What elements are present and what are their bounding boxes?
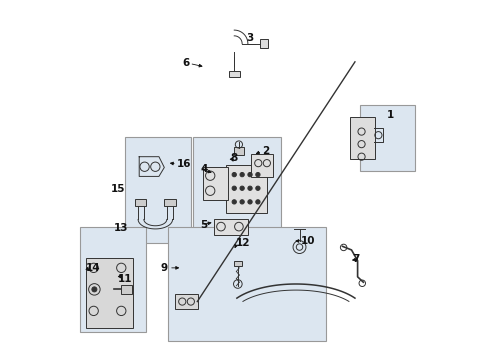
Circle shape — [92, 287, 97, 292]
Text: 8: 8 — [231, 153, 238, 163]
FancyBboxPatch shape — [135, 199, 146, 206]
FancyBboxPatch shape — [260, 40, 268, 48]
Text: 10: 10 — [300, 236, 315, 246]
Text: 4: 4 — [200, 164, 208, 174]
Text: 9: 9 — [161, 263, 168, 273]
FancyBboxPatch shape — [251, 154, 272, 177]
FancyBboxPatch shape — [203, 167, 228, 201]
Bar — [80, 226, 147, 332]
Circle shape — [256, 186, 260, 190]
Text: 1: 1 — [387, 111, 394, 121]
Text: 6: 6 — [182, 58, 190, 68]
Circle shape — [232, 172, 236, 177]
Text: 2: 2 — [262, 146, 270, 156]
Circle shape — [248, 186, 252, 190]
FancyBboxPatch shape — [234, 261, 242, 266]
Text: 16: 16 — [177, 159, 192, 169]
Circle shape — [256, 172, 260, 177]
Text: 15: 15 — [110, 184, 125, 194]
Circle shape — [240, 200, 245, 204]
FancyBboxPatch shape — [228, 71, 240, 77]
Bar — [193, 137, 281, 268]
Text: 11: 11 — [118, 274, 132, 284]
Circle shape — [248, 200, 252, 204]
FancyBboxPatch shape — [350, 117, 375, 159]
Bar — [360, 105, 416, 171]
Circle shape — [240, 172, 245, 177]
FancyBboxPatch shape — [164, 199, 176, 206]
Text: 12: 12 — [236, 238, 250, 248]
Text: 3: 3 — [247, 33, 254, 43]
Circle shape — [248, 172, 252, 177]
Bar — [168, 226, 326, 341]
FancyBboxPatch shape — [175, 294, 198, 309]
Text: 5: 5 — [200, 220, 207, 230]
FancyBboxPatch shape — [234, 147, 245, 155]
Text: 7: 7 — [352, 254, 360, 264]
Text: 14: 14 — [85, 263, 100, 273]
Bar — [125, 137, 191, 243]
Circle shape — [232, 200, 236, 204]
FancyBboxPatch shape — [214, 219, 247, 234]
FancyBboxPatch shape — [87, 258, 133, 328]
Circle shape — [240, 186, 245, 190]
Text: 13: 13 — [114, 224, 128, 233]
FancyBboxPatch shape — [226, 165, 267, 213]
Circle shape — [232, 186, 236, 190]
Circle shape — [256, 200, 260, 204]
FancyBboxPatch shape — [121, 285, 132, 294]
